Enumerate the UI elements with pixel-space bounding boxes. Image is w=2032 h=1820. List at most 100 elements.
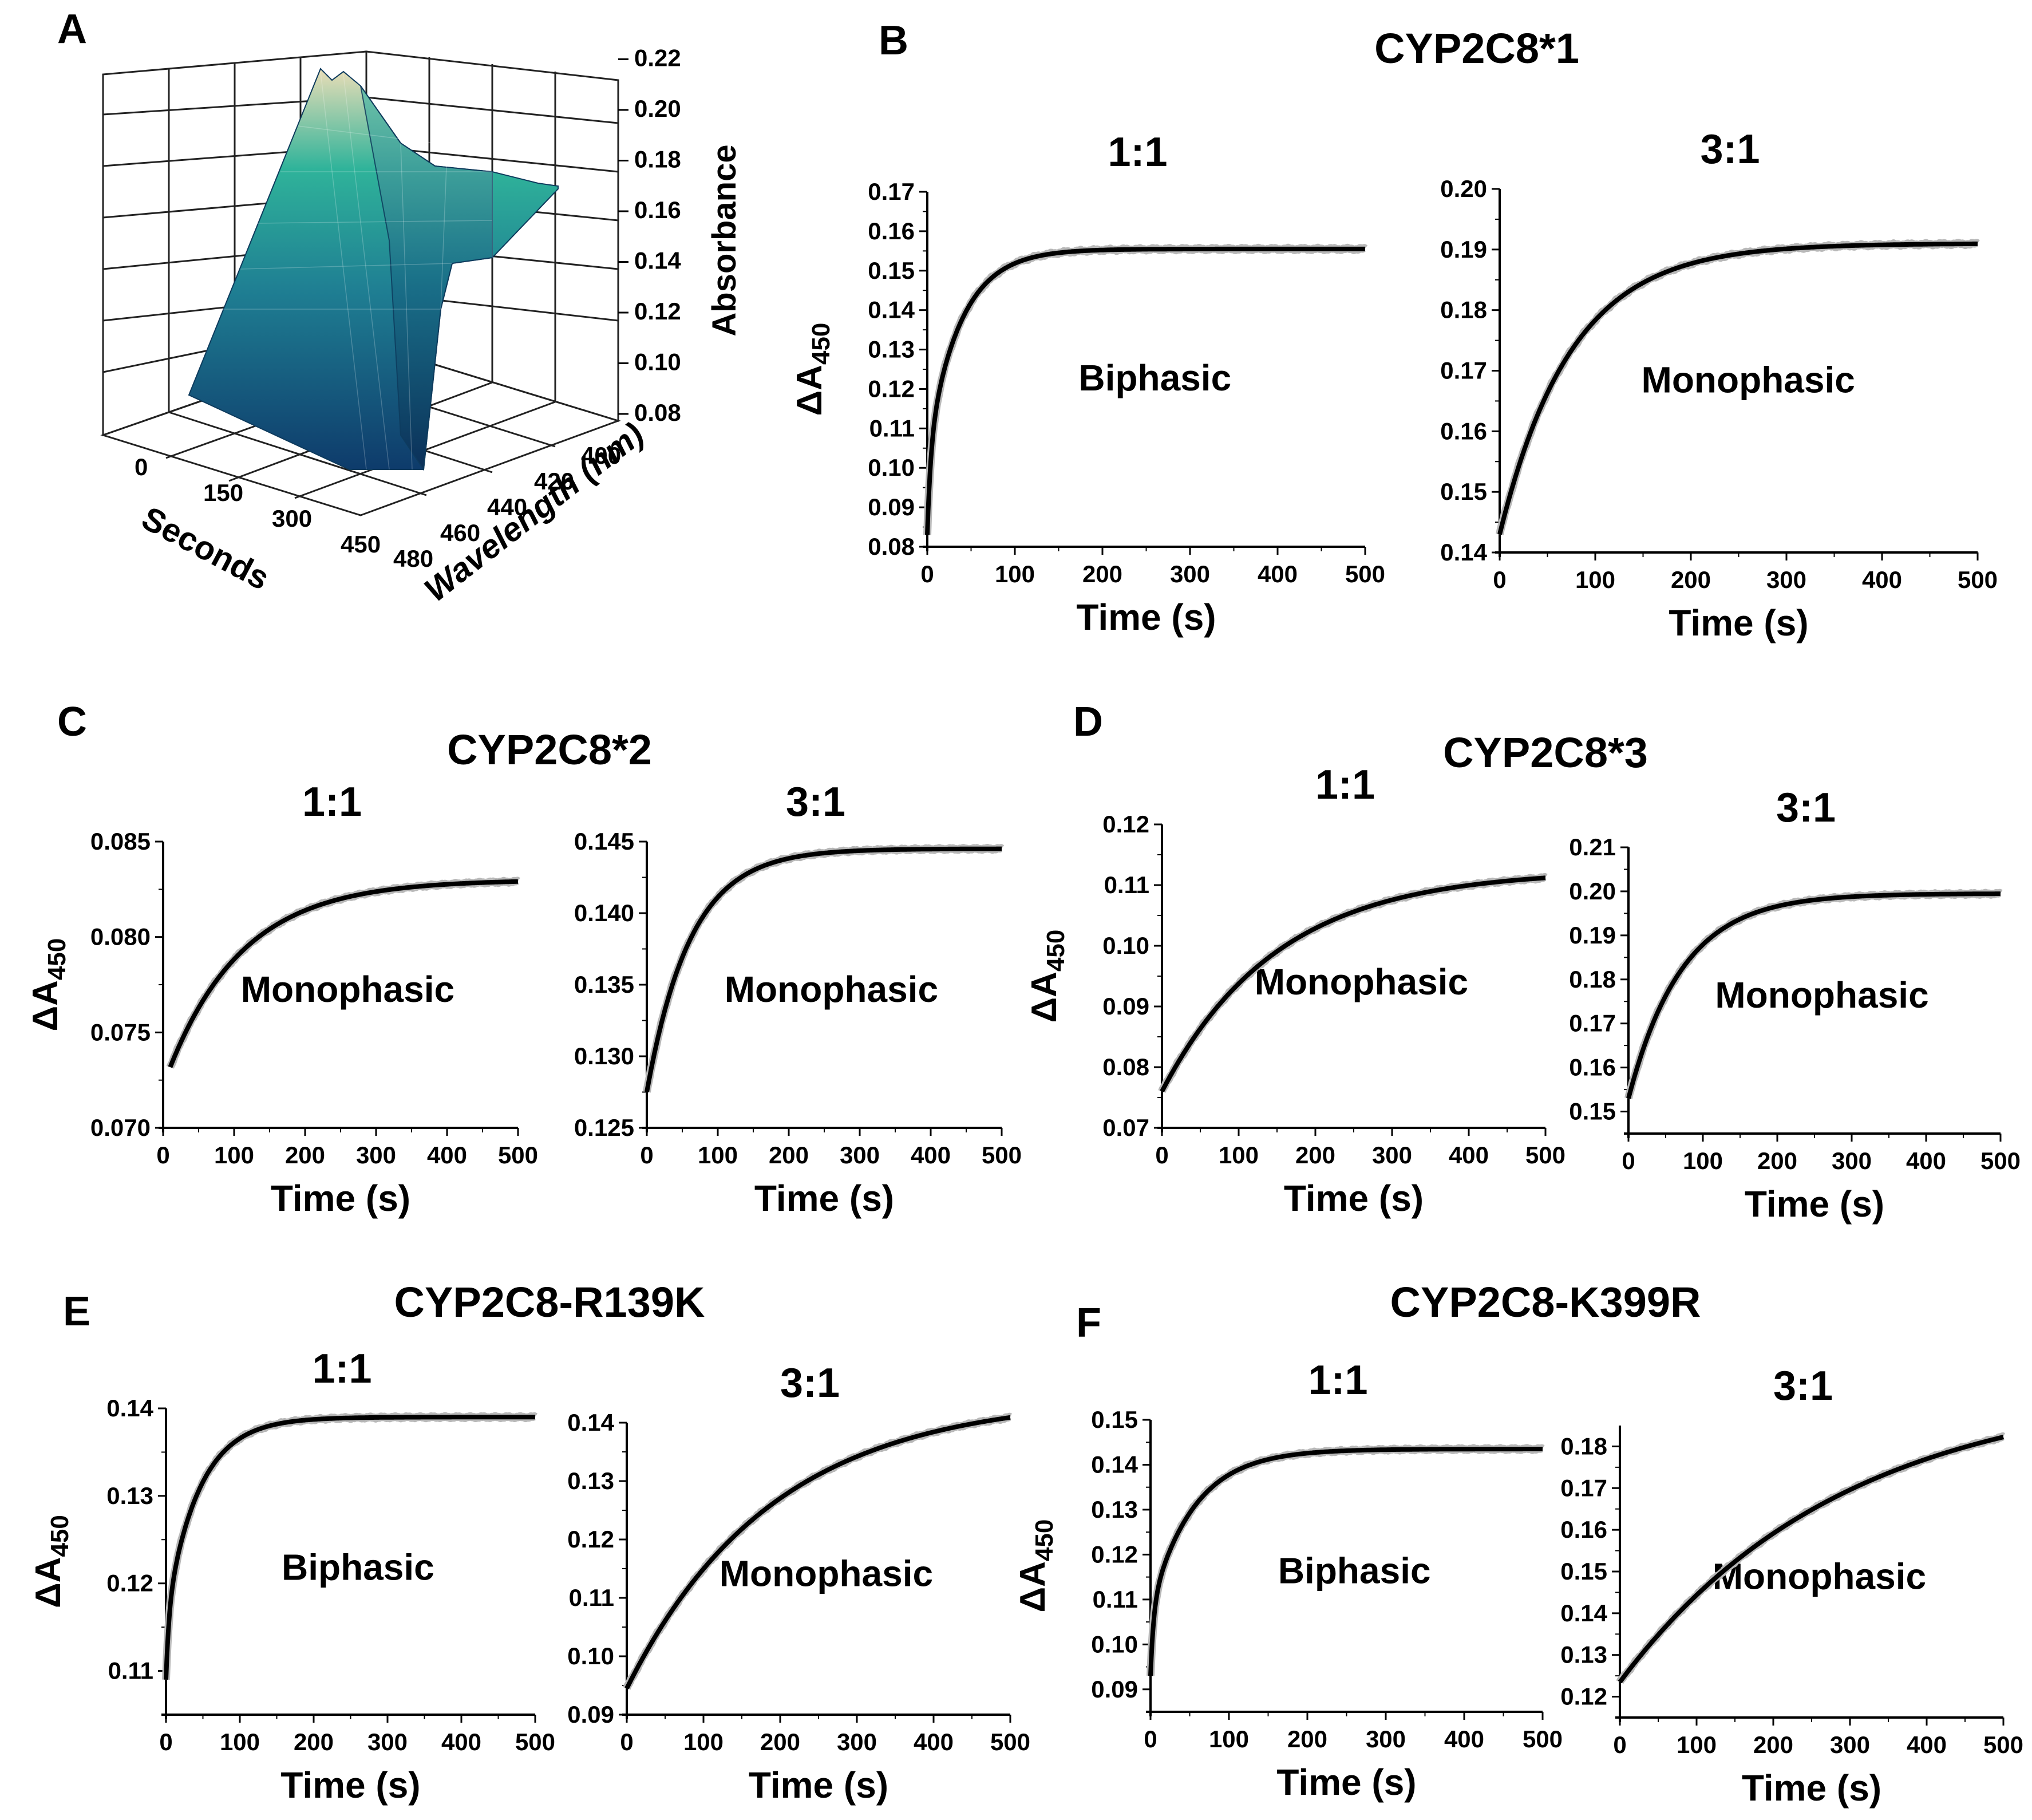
y-tick-label: 0.09 bbox=[1102, 993, 1149, 1020]
y-tick-label: 0.14 bbox=[1091, 1451, 1138, 1478]
seconds-tick-label: 0 bbox=[135, 453, 148, 480]
y-tick-label: 0.16 bbox=[1560, 1516, 1607, 1543]
fit-curve bbox=[645, 846, 1003, 1093]
phase-annotation: Monophasic bbox=[719, 1553, 933, 1594]
z-tick-label: 0.08 bbox=[634, 399, 681, 426]
y-tick-label: 0.15 bbox=[1560, 1558, 1607, 1585]
x-tick-label: 400 bbox=[427, 1142, 467, 1168]
group-title-e: CYP2C8-R139K bbox=[394, 1278, 705, 1326]
x-tick-label: 0 bbox=[156, 1142, 169, 1168]
fit-curve bbox=[1148, 1447, 1544, 1676]
y-axis-label-main: ΔA bbox=[29, 1557, 68, 1608]
x-tick-label: 0 bbox=[1144, 1726, 1157, 1752]
y-tick-label: 0.09 bbox=[1091, 1676, 1138, 1703]
x-tick-label: 200 bbox=[769, 1142, 809, 1168]
y-tick-label: 0.15 bbox=[868, 257, 915, 284]
y-tick-label: 0.09 bbox=[868, 494, 915, 520]
y-tick-label: 0.09 bbox=[567, 1701, 614, 1728]
x-tick-label: 300 bbox=[1372, 1142, 1412, 1168]
phase-annotation: Biphasic bbox=[282, 1547, 434, 1588]
y-tick-label: 0.11 bbox=[1093, 1586, 1138, 1613]
y-tick-label: 0.14 bbox=[567, 1409, 614, 1436]
y-tick-label: 0.12 bbox=[1102, 811, 1149, 838]
seconds-axis-ticks: 0 150 300 450 bbox=[135, 453, 381, 558]
x-axis-label: Time (s) bbox=[749, 1764, 888, 1806]
y-tick-label: 0.140 bbox=[574, 899, 634, 926]
x-tick-label: 500 bbox=[1345, 560, 1385, 587]
y-tick-label: 0.15 bbox=[1091, 1406, 1138, 1433]
chart-subtitle: 3:1 bbox=[1776, 785, 1836, 831]
y-tick-label: 0.075 bbox=[90, 1018, 151, 1045]
seconds-tick-label: 300 bbox=[272, 505, 312, 532]
fit-curve bbox=[1160, 875, 1547, 1093]
panel-letter-f: F bbox=[1076, 1300, 1101, 1346]
x-tick-label: 300 bbox=[837, 1728, 877, 1755]
y-tick-label: 0.11 bbox=[569, 1584, 614, 1611]
absorbance-surface-side bbox=[360, 85, 493, 471]
y-tick-label: 0.12 bbox=[1091, 1541, 1138, 1568]
x-axis-label: Time (s) bbox=[1669, 602, 1808, 643]
x-tick-label: 500 bbox=[515, 1728, 555, 1755]
x-tick-label: 400 bbox=[1907, 1731, 1947, 1758]
y-tick-label: 0.08 bbox=[1102, 1053, 1149, 1080]
y-tick-label: 0.14 bbox=[1560, 1600, 1607, 1626]
y-tick-label: 0.18 bbox=[1560, 1432, 1607, 1459]
y-axis-label: ΔA450 bbox=[790, 323, 835, 416]
z-tick-label: 0.16 bbox=[634, 196, 681, 223]
seconds-axis-label: Seconds bbox=[136, 499, 275, 597]
y-tick-label: 0.16 bbox=[868, 218, 915, 244]
y-tick-label: 0.11 bbox=[869, 414, 915, 441]
x-tick-label: 100 bbox=[1677, 1731, 1717, 1758]
y-tick-label: 0.12 bbox=[106, 1570, 153, 1597]
x-tick-label: 100 bbox=[683, 1728, 724, 1755]
y-tick-label: 0.20 bbox=[1440, 175, 1487, 202]
x-tick-label: 100 bbox=[995, 560, 1035, 587]
y-tick-label: 0.08 bbox=[868, 533, 915, 560]
fit-curve bbox=[925, 246, 1367, 535]
x-tick-label: 200 bbox=[760, 1728, 800, 1755]
x-tick-label: 500 bbox=[1523, 1726, 1563, 1752]
z-tick-label: 0.12 bbox=[634, 298, 681, 325]
x-tick-label: 500 bbox=[982, 1142, 1022, 1168]
x-tick-label: 300 bbox=[1832, 1147, 1872, 1174]
y-tick-label: 0.20 bbox=[1569, 878, 1616, 905]
seconds-tick-label: 450 bbox=[341, 531, 381, 558]
y-tick-label: 0.21 bbox=[1569, 834, 1616, 860]
x-tick-label: 100 bbox=[1209, 1726, 1249, 1752]
fit-curve bbox=[1626, 891, 2002, 1099]
x-axis-label: Time (s) bbox=[1284, 1178, 1424, 1219]
y-tick-label: 0.10 bbox=[1102, 932, 1149, 959]
fit-curve bbox=[1618, 1435, 2005, 1684]
x-tick-label: 400 bbox=[1258, 560, 1298, 587]
x-tick-label: 0 bbox=[920, 560, 934, 587]
z-axis-label: Absorbance bbox=[706, 144, 743, 336]
x-tick-label: 500 bbox=[1525, 1142, 1565, 1168]
y-tick-label: 0.19 bbox=[1569, 922, 1616, 949]
x-tick-label: 500 bbox=[1983, 1731, 2023, 1758]
y-tick-label: 0.17 bbox=[868, 178, 915, 205]
y-tick-label: 0.11 bbox=[1104, 871, 1149, 898]
x-tick-label: 300 bbox=[367, 1728, 408, 1755]
x-tick-label: 500 bbox=[1980, 1147, 2021, 1174]
y-tick-label: 0.14 bbox=[868, 297, 915, 323]
wavelength-axis-label: Wavelength (nm) bbox=[417, 416, 650, 609]
fit-curve bbox=[168, 879, 520, 1068]
y-tick-label: 0.16 bbox=[1440, 417, 1487, 444]
y-tick-label: 0.16 bbox=[1569, 1054, 1616, 1081]
x-tick-label: 400 bbox=[914, 1728, 954, 1755]
chart-subtitle: 3:1 bbox=[1773, 1363, 1833, 1409]
x-tick-label: 300 bbox=[840, 1142, 880, 1168]
y-axis-label-main: ΔA bbox=[1025, 972, 1064, 1022]
x-axis-label: Time (s) bbox=[271, 1178, 410, 1219]
x-tick-label: 100 bbox=[1575, 566, 1615, 593]
phase-annotation: Monophasic bbox=[1715, 974, 1928, 1016]
chart-d-3to1: 0.15 0.16 0.17 0.18 0.19 0.20 0.21 0 100 200 300 40… bbox=[1569, 785, 2021, 1225]
y-tick-label: 0.17 bbox=[1569, 1010, 1616, 1037]
x-tick-label: 200 bbox=[1753, 1731, 1793, 1758]
x-axis-label: Time (s) bbox=[1742, 1767, 1881, 1809]
x-tick-label: 200 bbox=[294, 1728, 334, 1755]
chart-b-3to1: 0.14 0.15 0.16 0.17 0.18 0.19 0.20 0 100 200 300 40… bbox=[1440, 127, 1998, 643]
y-axis-label-subscript: 450 bbox=[807, 323, 835, 365]
x-tick-label: 300 bbox=[1766, 566, 1806, 593]
y-tick-label: 0.13 bbox=[1091, 1496, 1138, 1523]
